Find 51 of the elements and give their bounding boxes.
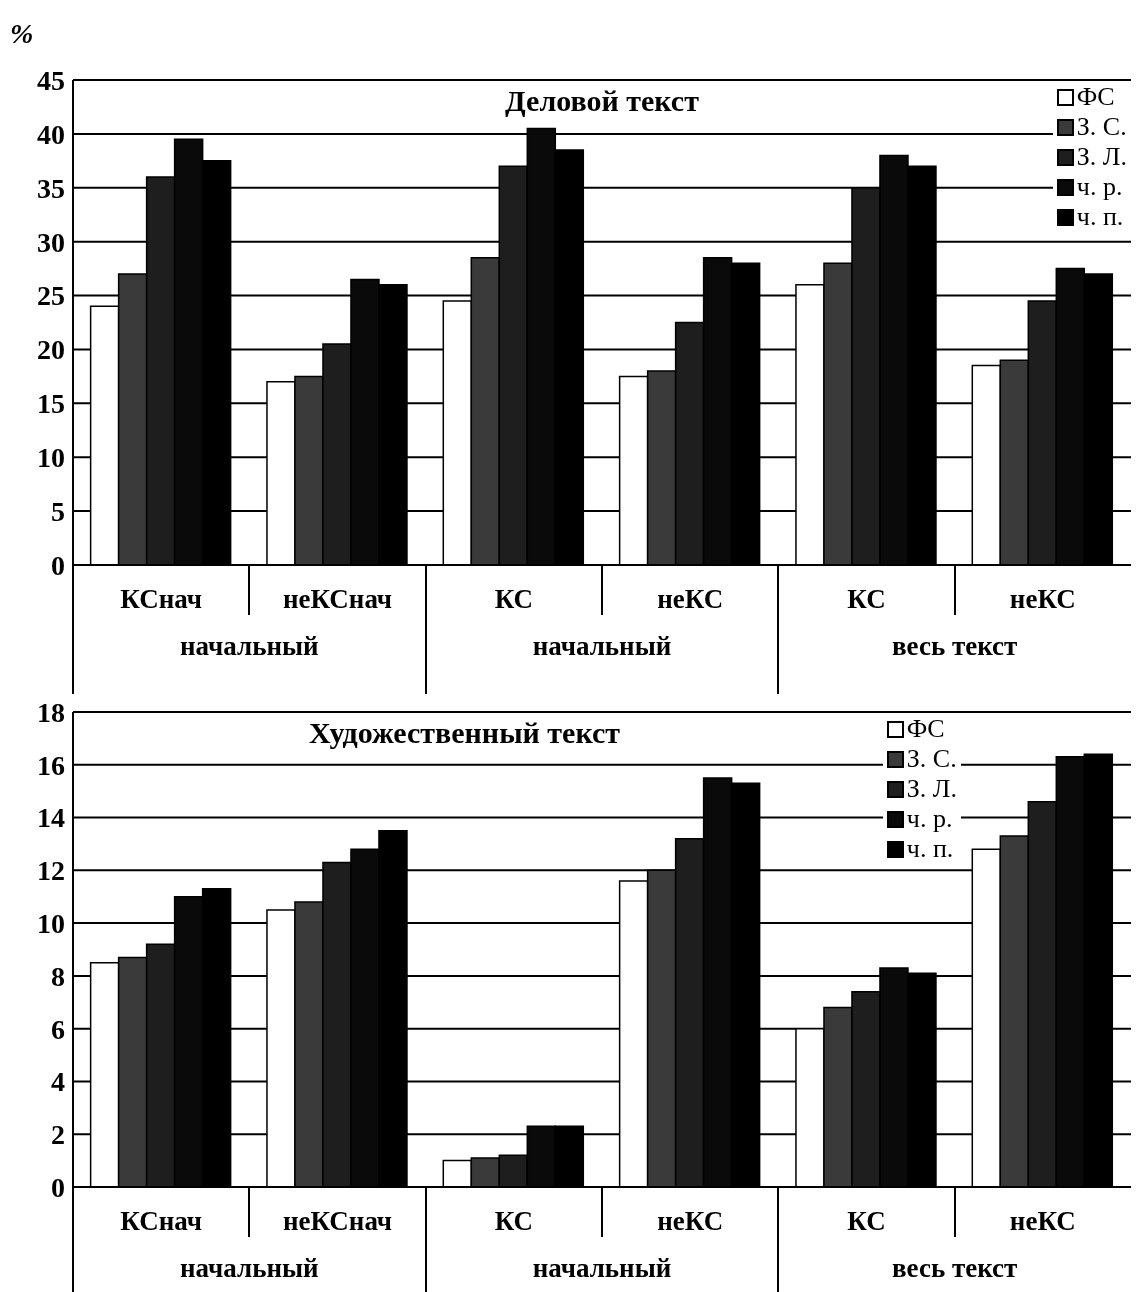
x-tick-label: неКС [1009,584,1076,615]
x-tick-label: КСнач [120,1206,202,1237]
y-tick-label: 6 [51,1013,65,1045]
y-tick-label: 10 [37,442,65,474]
y-tick-label: 40 [37,118,65,150]
legend-label: З. Л. [1076,142,1127,172]
y-tick-label: 25 [37,280,65,312]
legend-label: ч. р. [906,804,953,834]
text: весь текст [891,1253,1019,1284]
text: начальный [179,631,320,662]
x-tick-label: неКС [657,1206,724,1237]
y-tick-label: 35 [37,172,65,204]
y-tick-label: 5 [51,496,65,528]
x-tick-label: неКСнач [282,584,393,615]
x-tick-label: неКС [1009,1206,1076,1237]
text: начальный [531,631,673,662]
y-tick-label: 15 [37,388,65,420]
y-tick-label: 8 [51,960,65,992]
y-tick-label: 30 [37,226,65,258]
y-axis-title: % [10,18,34,50]
x-tick-label: КСнач [120,584,202,615]
legend-label: ч. п. [1076,202,1124,232]
y-tick-label: 0 [51,1171,65,1203]
y-tick-label: 10 [37,908,65,940]
legend-label: ФС [906,714,945,744]
x-tick-label: КС [847,584,886,615]
x-tick-label: КС [494,1206,534,1237]
legend-label: ч. п. [906,834,954,864]
y-tick-label: 4 [51,1066,65,1098]
y-tick-label: 2 [51,1119,65,1151]
y-tick-label: 14 [37,802,65,834]
text: весь текст [891,631,1019,662]
x-tick-label: КС [494,584,534,615]
x-tick-label: неКС [657,584,724,615]
text: начальный [179,1253,320,1284]
y-tick-label: 16 [37,749,65,781]
legend-label: З. Л. [906,774,957,804]
legend-label: З. С. [1076,112,1127,142]
y-tick-label: 18 [37,696,65,728]
y-tick-label: 12 [37,855,65,887]
x-tick-label: КС [847,1206,886,1237]
chart-title: Деловой текст [505,84,699,118]
legend-label: ч. р. [1076,172,1123,202]
legend-label: ФС [1076,82,1115,112]
y-tick-label: 20 [37,334,65,366]
legend-label: З. С. [906,744,957,774]
y-tick-label: 0 [51,549,65,581]
y-tick-label: 45 [37,64,65,96]
chart-title: Художественный текст [308,716,620,750]
text: начальный [531,1253,673,1284]
x-tick-label: неКСнач [282,1206,393,1237]
